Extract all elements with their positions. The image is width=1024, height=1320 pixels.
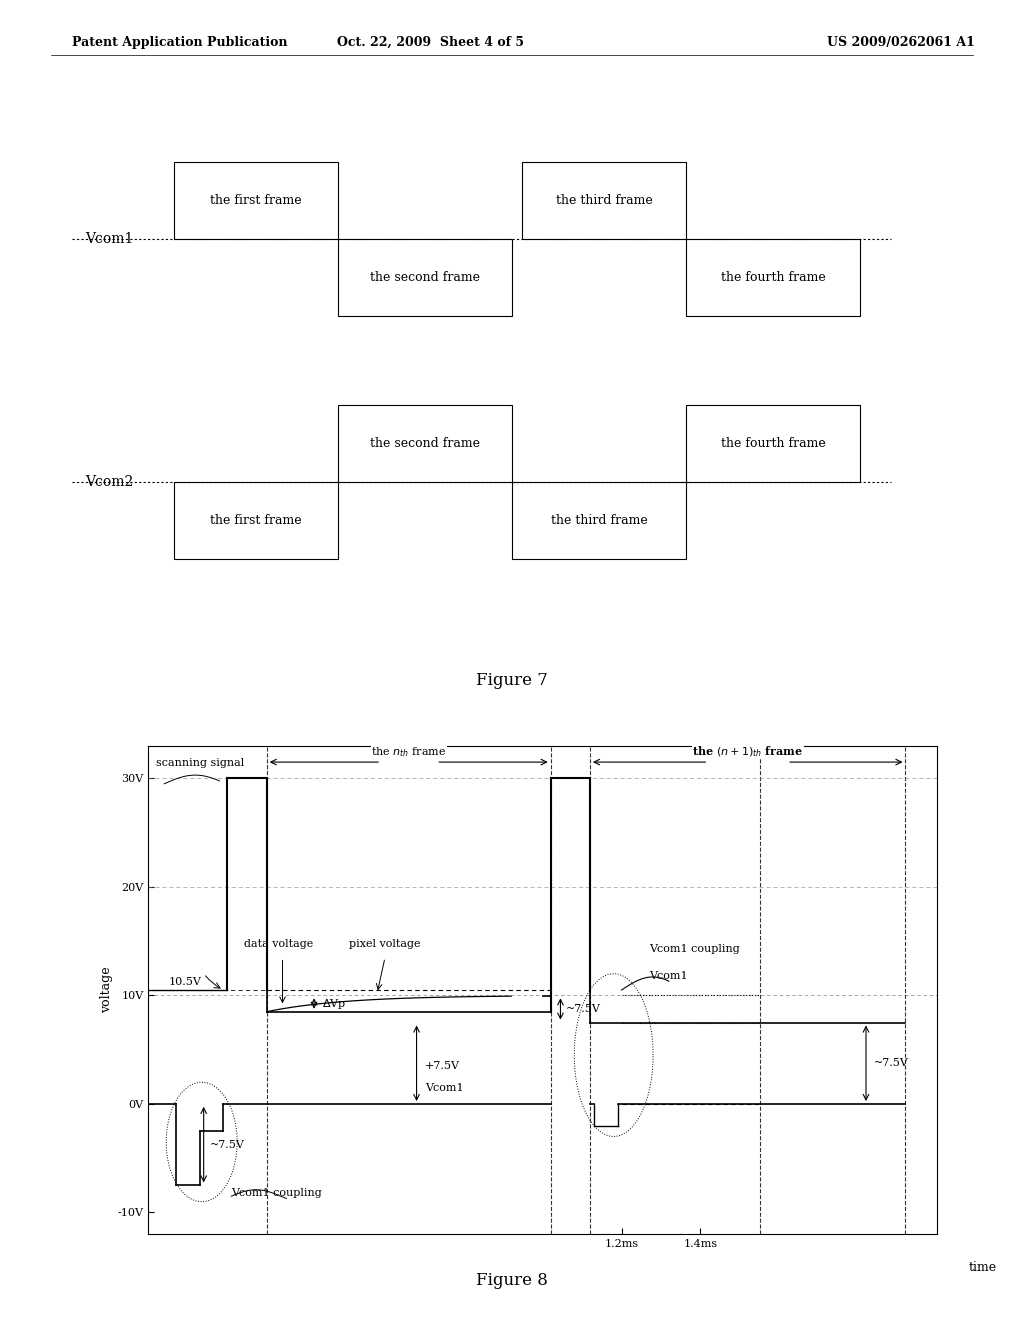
Text: the $n_{th}$ frame: the $n_{th}$ frame [371,744,446,759]
Text: the third frame: the third frame [556,194,652,207]
Text: ~7.5V: ~7.5V [873,1059,908,1068]
Text: Oct. 22, 2009  Sheet 4 of 5: Oct. 22, 2009 Sheet 4 of 5 [337,36,523,49]
Bar [522,162,686,239]
Text: the fourth frame: the fourth frame [721,271,825,284]
Text: ~7.5V: ~7.5V [566,1005,601,1014]
Text: pixel voltage: pixel voltage [349,939,421,949]
Text: scanning signal: scanning signal [157,758,245,767]
Bar [686,405,860,482]
Bar [686,239,860,315]
Text: data voltage: data voltage [244,939,313,949]
Text: Vcom1: Vcom1 [649,972,688,981]
Text: +7.5V: +7.5V [424,1061,460,1071]
Text: the fourth frame: the fourth frame [721,437,825,450]
Text: Vcom2: Vcom2 [85,475,133,490]
Text: time: time [969,1262,996,1274]
Text: the third frame: the third frame [551,513,647,527]
Text: Patent Application Publication: Patent Application Publication [72,36,287,49]
Text: $\Delta$Vp: $\Delta$Vp [322,997,346,1011]
Bar [338,405,512,482]
Text: Vcom1 coupling: Vcom1 coupling [649,944,740,954]
Text: the first frame: the first frame [210,194,302,207]
Bar [174,162,338,239]
Text: Vcom1: Vcom1 [85,232,133,246]
Bar [338,239,512,315]
Text: Figure 8: Figure 8 [476,1272,548,1288]
Text: the second frame: the second frame [370,437,480,450]
Text: 10.5V: 10.5V [168,977,201,986]
Y-axis label: voltage: voltage [100,966,114,1014]
Text: the $(n+1)_{th}$ frame: the $(n+1)_{th}$ frame [692,744,803,759]
Text: the first frame: the first frame [210,513,302,527]
Text: the second frame: the second frame [370,271,480,284]
Text: Vcom1: Vcom1 [425,1082,464,1093]
Text: ~7.5V: ~7.5V [210,1139,245,1150]
Bar [512,482,686,558]
Text: Figure 7: Figure 7 [476,672,548,689]
Bar [174,482,338,558]
Text: US 2009/0262061 A1: US 2009/0262061 A1 [827,36,975,49]
Text: Vcom1 coupling: Vcom1 coupling [231,1188,322,1199]
